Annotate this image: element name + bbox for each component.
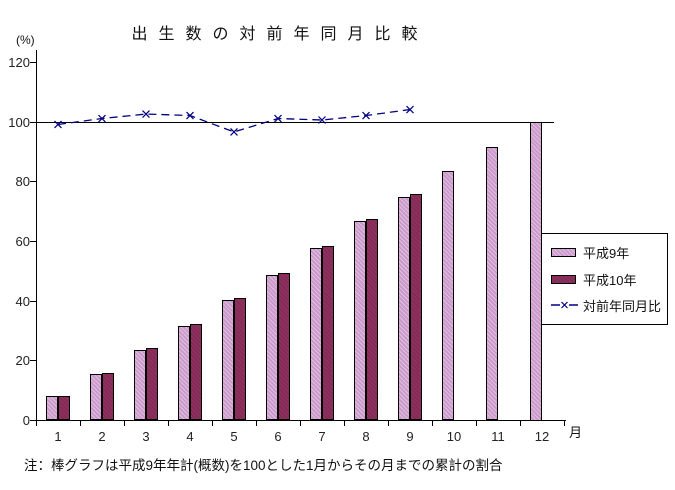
x-axis-tick <box>476 420 477 426</box>
legend-label-heisei9: 平成9年 <box>583 246 630 262</box>
bar-h9-month-9 <box>398 197 410 420</box>
bar-h9-month-8 <box>354 221 366 420</box>
x-axis-tick-label: 11 <box>491 429 505 444</box>
y-axis-tick <box>30 62 36 63</box>
x-marker-icon <box>186 111 194 120</box>
bar-h9-month-1 <box>46 396 58 420</box>
bar-h9-month-6 <box>266 275 278 420</box>
x-axis-tick-label: 6 <box>274 429 282 444</box>
bar-h9-month-2 <box>90 374 102 420</box>
legend: 平成9年 平成10年 対前年同月比 <box>541 233 668 325</box>
x-axis-tick <box>432 420 433 426</box>
bar-h10-month-9 <box>410 194 422 420</box>
x-axis-tick <box>564 420 565 426</box>
bar-h9-month-10 <box>442 171 454 420</box>
bar-h9-month-4 <box>178 326 190 420</box>
chart-title: 出生数の対前年同月比較 <box>131 26 429 43</box>
bar-h10-month-8 <box>366 219 378 420</box>
y-axis-tick <box>30 420 36 421</box>
x-axis-line <box>36 420 566 421</box>
legend-swatch-heisei9-bar-icon <box>551 248 576 258</box>
bar-h9-month-11 <box>486 147 498 420</box>
x-axis-tick <box>36 420 37 426</box>
bar-h10-month-7 <box>322 246 334 420</box>
bar-h10-month-3 <box>146 348 158 420</box>
x-marker-icon <box>274 114 282 123</box>
x-axis-tick-label: 12 <box>534 429 550 444</box>
x-marker-icon <box>98 114 106 123</box>
legend-label-ratio: 対前年同月比 <box>583 298 662 314</box>
x-axis-tick <box>80 420 81 426</box>
x-axis-tick <box>256 420 257 426</box>
x-axis-tick-label: 3 <box>142 429 150 444</box>
y-axis-tick <box>30 360 36 361</box>
y-axis-tick <box>30 181 36 182</box>
x-marker-icon <box>362 111 370 120</box>
y-axis-unit-label: (%) <box>16 33 35 47</box>
x-axis-tick <box>388 420 389 426</box>
x-marker-icon <box>406 105 414 114</box>
y-axis-tick-label: 120 <box>8 55 30 70</box>
x-axis-tick <box>520 420 521 426</box>
x-axis-tick-label: 4 <box>186 429 194 444</box>
bar-h10-month-4 <box>190 324 202 420</box>
legend-swatch-heisei10-bar-icon <box>551 274 576 284</box>
legend-item-heisei10: 平成10年 <box>551 270 667 289</box>
y-axis-tick-label: 0 <box>22 413 30 428</box>
legend-label-heisei10: 平成10年 <box>583 272 637 288</box>
x-axis-tick <box>344 420 345 426</box>
bar-h10-month-5 <box>234 298 246 420</box>
x-axis-tick-label: 9 <box>406 429 414 444</box>
y-axis-tick-label: 20 <box>15 353 30 368</box>
legend-item-heisei9: 平成9年 <box>551 243 667 262</box>
x-axis-tick-label: 1 <box>54 429 62 444</box>
x-axis-tick-label: 5 <box>230 429 238 444</box>
footnote: 注：棒グラフは平成9年年計(概数)を100とした1月からその月までの累計の割合 <box>24 458 503 473</box>
reference-line-100 <box>36 122 554 123</box>
y-axis-tick-label: 80 <box>15 174 30 189</box>
bar-h9-month-7 <box>310 248 322 420</box>
bar-h10-month-6 <box>278 273 290 420</box>
x-axis-tick <box>124 420 125 426</box>
y-axis-tick <box>30 122 36 123</box>
x-axis-tick <box>212 420 213 426</box>
y-axis-tick <box>30 241 36 242</box>
bar-h9-month-5 <box>222 300 234 420</box>
y-axis-line <box>36 50 37 421</box>
x-axis-tick-label: 8 <box>362 429 370 444</box>
legend-swatch-ratio-line-icon <box>551 301 578 309</box>
x-axis-tick-label: 7 <box>318 429 326 444</box>
y-axis-tick-label: 60 <box>15 234 30 249</box>
x-marker-icon <box>230 128 238 136</box>
x-axis-tick <box>300 420 301 426</box>
x-marker-icon <box>142 110 150 118</box>
bar-h9-month-3 <box>134 350 146 420</box>
bar-h10-month-2 <box>102 373 114 420</box>
legend-item-ratio: 対前年同月比 <box>551 296 667 315</box>
y-axis-tick <box>30 301 36 302</box>
bar-h10-month-1 <box>58 396 70 420</box>
x-axis-tick-label: 10 <box>446 429 462 444</box>
y-axis-tick-label: 100 <box>8 115 30 130</box>
y-axis-tick-label: 40 <box>15 294 30 309</box>
x-axis-unit-label: 月 <box>569 425 583 440</box>
x-axis-tick <box>168 420 169 426</box>
x-axis-tick-label: 2 <box>98 429 106 444</box>
